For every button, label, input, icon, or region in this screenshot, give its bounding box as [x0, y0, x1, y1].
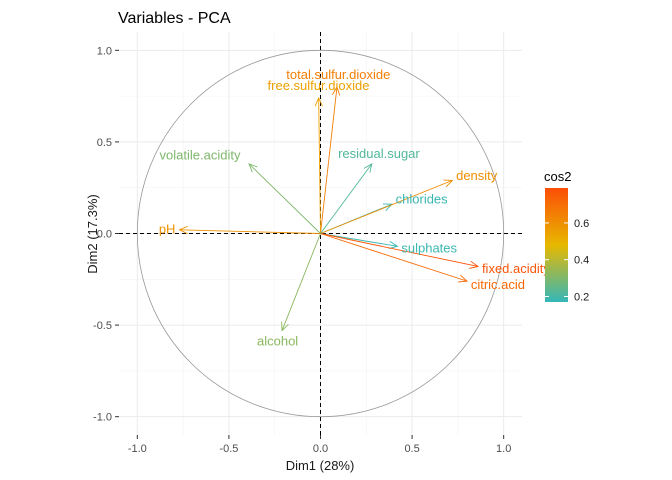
arrow-sulphates [320, 233, 398, 247]
arrowhead-chlorides [382, 203, 393, 212]
arrowhead-volatile-acidity [248, 163, 258, 173]
chart-title: Variables - PCA [118, 10, 231, 27]
legend: cos2 0.2 0.4 0.6 [544, 169, 589, 303]
x-tick-label: 1.0 [496, 443, 511, 455]
arrow-volatile-acidity [248, 163, 321, 234]
label-citric-acid: citric.acid [471, 277, 525, 292]
label-residual-sugar: residual.sugar [338, 146, 420, 161]
y-tick-label: 0.5 [97, 137, 112, 149]
y-tick-label: -0.5 [93, 320, 112, 332]
label-sulphates: sulphates [401, 240, 457, 255]
y-tick-label: 0.0 [97, 229, 112, 241]
y-axis-ticks: -1.0 -0.5 0.0 0.5 1.0 [93, 45, 119, 424]
x-tick-label: 0.5 [404, 443, 419, 455]
arrowhead-ph [178, 225, 188, 235]
label-ph: pH [159, 222, 176, 237]
arrowhead-fixed-acidity [469, 260, 480, 269]
x-axis-title: Dim1 (28%) [286, 458, 355, 473]
arrowhead-citric-acid [458, 274, 469, 283]
arrowhead-residual-sugar [363, 163, 373, 173]
label-volatile-acidity: volatile.acidity [160, 148, 241, 163]
label-free-sulfur-dioxide: free.sulfur.dioxide [268, 78, 370, 93]
label-total-sulfur-dioxide: total.sulfur.dioxide [286, 67, 390, 82]
x-axis-ticks: -1.0 -0.5 0.0 0.5 1.0 [128, 435, 511, 455]
label-chlorides: chlorides [396, 192, 449, 207]
x-tick-label: -0.5 [219, 443, 238, 455]
arrowhead-free-sulfur-dioxide [314, 96, 323, 107]
x-tick-label: -1.0 [128, 443, 147, 455]
arrowhead-density [443, 179, 454, 188]
arrow-citric-acid [320, 233, 468, 282]
label-alcohol: alcohol [257, 334, 298, 349]
arrowhead-total-sulfur-dioxide [332, 85, 341, 96]
unit-circle [136, 49, 505, 418]
label-fixed-acidity: fixed.acidity [482, 261, 550, 276]
y-axis-title: Dim2 (17.3%) [85, 194, 100, 273]
legend-tick-label: 0.4 [574, 255, 589, 267]
legend-tick-label: 0.2 [574, 291, 589, 303]
arrow-residual-sugar [320, 163, 373, 234]
variable-arrows [178, 85, 480, 332]
label-density: density [456, 168, 498, 183]
legend-title: cos2 [544, 169, 571, 184]
y-tick-label: -1.0 [93, 412, 112, 424]
legend-tick-label: 0.6 [574, 218, 589, 230]
legend-colorbar [545, 188, 568, 302]
legend-ticks: 0.2 0.4 0.6 [545, 218, 589, 303]
arrow-alcohol [281, 233, 321, 331]
arrow-total-sulfur-dioxide [320, 86, 338, 234]
arrow-fixed-acidity [320, 233, 479, 267]
arrow-free-sulfur-dioxide [318, 97, 321, 234]
arrowhead-alcohol [281, 321, 289, 332]
arrow-ph [179, 229, 321, 234]
y-tick-label: 1.0 [97, 45, 112, 57]
x-tick-label: 0.0 [313, 443, 328, 455]
arrowhead-sulphates [388, 240, 399, 250]
arrow-density [320, 179, 453, 234]
